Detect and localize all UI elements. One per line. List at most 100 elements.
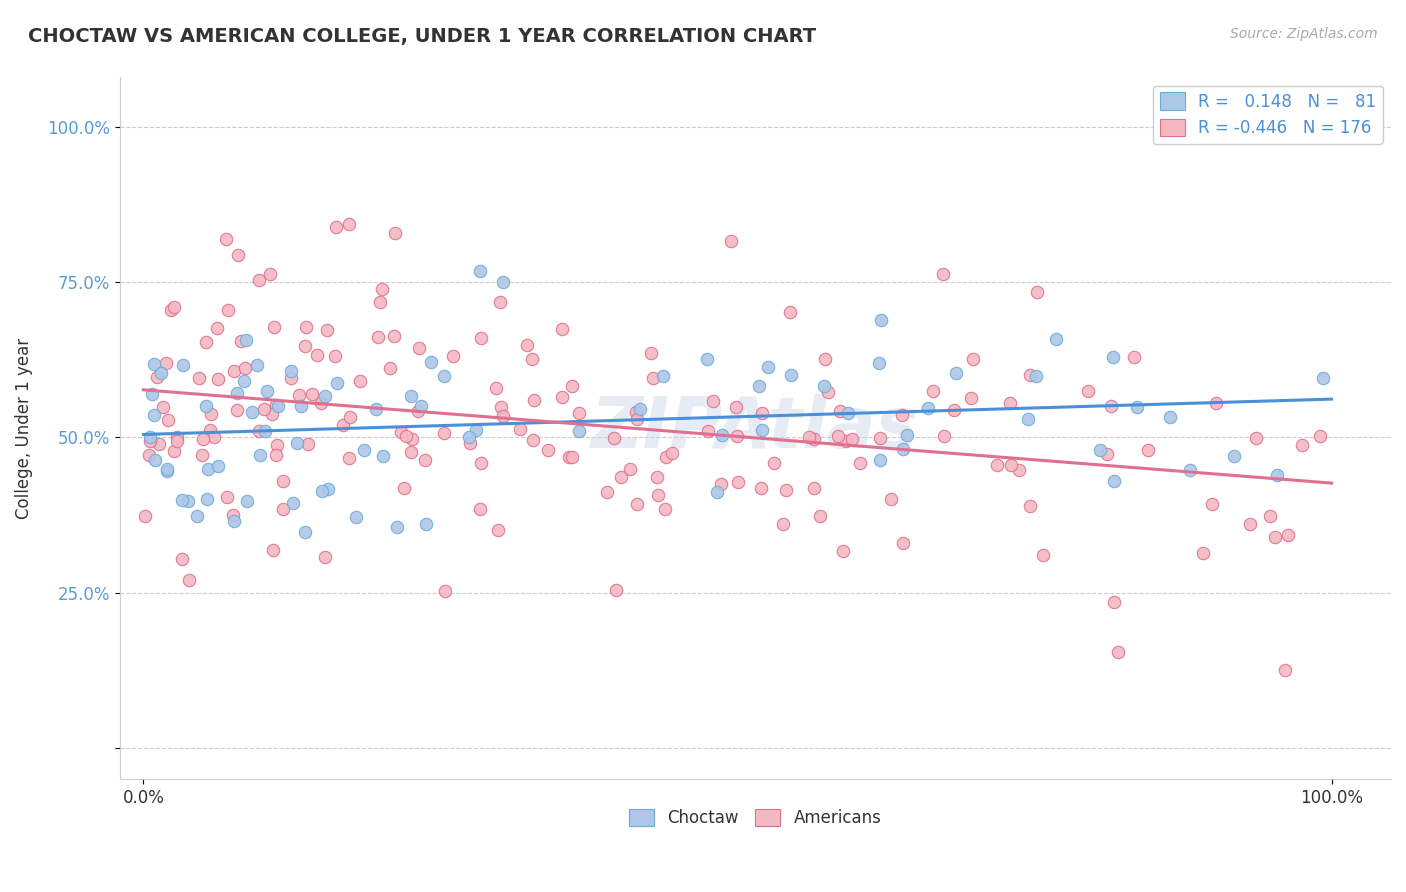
Point [253, 424, 276, 438]
Point [568, 424, 591, 438]
Point [942, 403, 965, 417]
Point [166, 434, 188, 448]
Point [364, 401, 387, 416]
Point [197, 461, 219, 475]
Point [290, 399, 312, 413]
Legend: Choctaw, Americans: Choctaw, Americans [623, 802, 889, 834]
Point [837, 406, 859, 420]
Point [406, 404, 429, 418]
Point [624, 405, 647, 419]
Point [301, 387, 323, 401]
Point [188, 370, 211, 384]
Point [264, 448, 287, 462]
Point [803, 481, 825, 495]
Point [814, 352, 837, 367]
Point [725, 429, 748, 443]
Point [413, 453, 436, 467]
Point [247, 424, 270, 438]
Point [470, 264, 492, 278]
Point [142, 409, 165, 423]
Point [399, 389, 422, 403]
Point [325, 219, 347, 234]
Point [1018, 499, 1040, 513]
Point [170, 552, 193, 566]
Point [484, 381, 506, 395]
Point [640, 346, 662, 360]
Point [149, 366, 172, 380]
Point [1102, 474, 1125, 488]
Point [160, 303, 183, 318]
Point [148, 437, 170, 451]
Point [195, 335, 218, 350]
Point [460, 436, 482, 450]
Point [155, 356, 177, 370]
Point [1277, 528, 1299, 542]
Point [191, 432, 214, 446]
Point [337, 217, 360, 231]
Point [492, 409, 515, 423]
Point [724, 400, 747, 414]
Point [1032, 548, 1054, 562]
Point [1126, 401, 1149, 415]
Point [311, 483, 333, 498]
Point [522, 351, 544, 366]
Point [143, 453, 166, 467]
Point [408, 341, 430, 355]
Point [1291, 438, 1313, 452]
Point [163, 443, 186, 458]
Point [720, 234, 742, 248]
Point [891, 536, 914, 550]
Point [628, 401, 651, 416]
Point [256, 384, 278, 398]
Point [384, 227, 406, 241]
Point [380, 360, 402, 375]
Point [401, 432, 423, 446]
Point [139, 430, 162, 444]
Point [195, 492, 218, 507]
Point [392, 481, 415, 495]
Point [156, 464, 179, 478]
Point [138, 434, 160, 448]
Point [661, 445, 683, 459]
Point [696, 351, 718, 366]
Point [229, 334, 252, 348]
Point [267, 400, 290, 414]
Point [869, 431, 891, 445]
Point [382, 329, 405, 343]
Point [235, 494, 257, 508]
Point [233, 374, 256, 388]
Point [339, 410, 361, 425]
Point [803, 432, 825, 446]
Point [1102, 595, 1125, 609]
Point [1107, 645, 1129, 659]
Point [295, 320, 318, 334]
Point [142, 357, 165, 371]
Point [603, 431, 626, 445]
Point [870, 313, 893, 327]
Point [828, 404, 851, 418]
Point [464, 423, 486, 437]
Point [215, 490, 238, 504]
Point [1095, 447, 1118, 461]
Point [260, 408, 283, 422]
Point [152, 400, 174, 414]
Point [626, 497, 648, 511]
Point [294, 524, 316, 539]
Point [266, 438, 288, 452]
Point [262, 542, 284, 557]
Point [233, 361, 256, 376]
Point [287, 436, 309, 450]
Point [1025, 369, 1047, 384]
Point [561, 379, 583, 393]
Point [751, 423, 773, 437]
Point [389, 425, 412, 439]
Point [395, 428, 418, 442]
Point [138, 448, 160, 462]
Point [808, 508, 831, 523]
Point [225, 403, 247, 417]
Point [1045, 332, 1067, 346]
Point [605, 583, 627, 598]
Point [1274, 664, 1296, 678]
Point [373, 449, 395, 463]
Point [1222, 449, 1244, 463]
